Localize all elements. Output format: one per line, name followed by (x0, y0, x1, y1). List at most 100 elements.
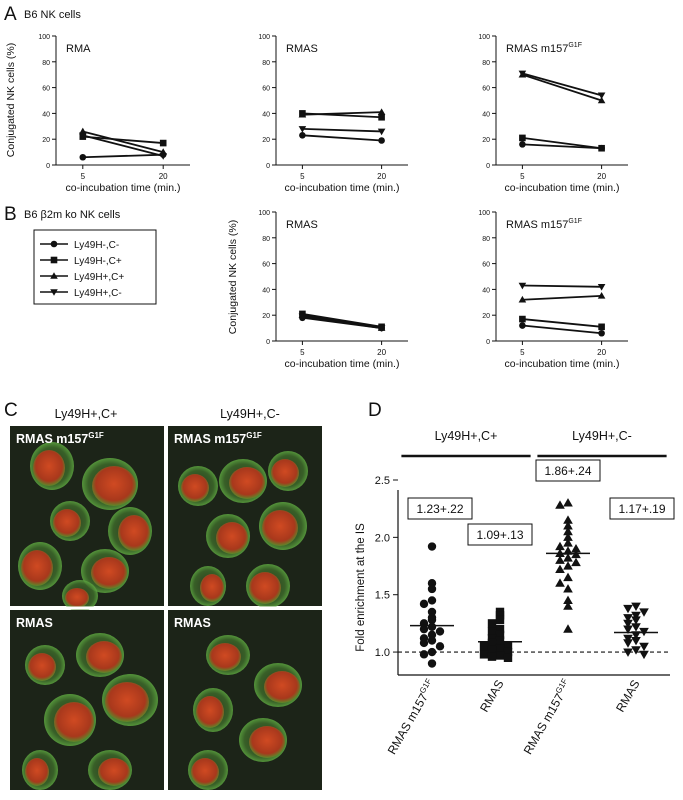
panel-a-header: B6 NK cells (24, 9, 81, 21)
target-cell (249, 572, 281, 604)
legend-label: Ly49H+,C- (74, 288, 122, 299)
y-tick-label: 1.5 (375, 590, 390, 602)
data-point (563, 553, 573, 562)
data-point (495, 611, 505, 620)
micro-col-label-1: Ly49H+,C+ (55, 407, 118, 421)
data-point (597, 92, 606, 100)
data-point (419, 624, 429, 634)
data-point (598, 323, 605, 331)
legend: Ly49H-,C- Ly49H-,C+ Ly49H+,C+ Ly49H+,C- (33, 229, 157, 305)
target-cell (25, 758, 49, 786)
series-3 (79, 127, 167, 155)
legend-marker-triangle-down (50, 289, 58, 296)
panel-letter-b: B (4, 204, 17, 225)
series-line (82, 134, 164, 157)
data-point (555, 555, 565, 564)
chart-title: RMAS (286, 219, 318, 231)
y-tick-label: 20 (482, 313, 490, 320)
y-tick-label: 80 (482, 236, 490, 243)
legend-marker-square (50, 256, 58, 264)
series-line (522, 294, 602, 301)
x-axis-label: co-incubation time (min.) (505, 358, 620, 370)
data-point (518, 70, 527, 78)
panel-b-header: B6 β2m ko NK cells (24, 209, 121, 221)
data-point (623, 604, 633, 614)
x-tick-label: RMAS m157G1F (384, 677, 439, 757)
x-tick-label: 20 (377, 172, 386, 181)
micrograph-tile-2: RMAS m157G1F (168, 426, 322, 608)
chart-d-fold-enrichment: 1.0 1.5 2.0 2.5 Fold enrichment at the IS Ly4… (355, 429, 675, 757)
y-tick-label: 100 (478, 34, 490, 41)
y-tick-label: 0 (266, 163, 270, 170)
x-tick-label-sup: G1F (554, 677, 570, 695)
data-point (378, 113, 385, 121)
chart-title-sup: G1F (568, 218, 582, 225)
y-tick-label: 80 (42, 60, 50, 67)
data-point (571, 543, 581, 553)
data-point (427, 659, 437, 668)
data-point (377, 128, 386, 136)
data-point (419, 599, 429, 609)
panel-letter-c: C (4, 400, 18, 421)
chart-title: RMAS m157G1F (506, 42, 582, 55)
data-point (631, 611, 641, 621)
data-point (631, 623, 641, 632)
data-point (555, 500, 565, 509)
data-point (563, 498, 573, 507)
mean-annotation-box (407, 497, 473, 520)
data-point (79, 132, 87, 140)
data-point (623, 619, 633, 629)
y-tick-label: 100 (478, 210, 490, 217)
series-line (522, 318, 602, 328)
series-line (82, 130, 164, 153)
data-point (487, 627, 497, 636)
data-point (487, 645, 497, 654)
target-cell (65, 588, 89, 608)
data-point (503, 640, 513, 650)
scatter-column-1 (410, 542, 454, 668)
y-tick-label: 0 (46, 163, 50, 170)
data-point (631, 646, 641, 655)
panel-letter-d: D (368, 400, 382, 421)
x-axis-label: co-incubation time (min.) (66, 182, 181, 194)
target-cell (229, 467, 265, 499)
legend-label: Ly49H-,C- (74, 240, 119, 251)
micrograph-tile-1: RMAS m157G1F (10, 426, 164, 612)
data-point (631, 602, 641, 612)
y-tick-label: 2.0 (375, 532, 390, 544)
group-label: Ly49H+,C+ (435, 429, 498, 443)
target-cell (118, 515, 150, 551)
data-point (563, 561, 573, 570)
data-point (563, 595, 573, 605)
data-point (427, 596, 437, 605)
data-point (563, 584, 573, 593)
data-point (495, 624, 505, 634)
y-tick-label: 80 (262, 236, 270, 243)
mean-annotation: 1.17+.19 (618, 502, 665, 516)
x-tick-label: 20 (159, 172, 168, 181)
target-cell (191, 758, 219, 786)
mean-annotation: 1.23+.22 (416, 502, 463, 516)
x-tick-label: RMAS (477, 678, 506, 715)
y-tick-label: 20 (42, 137, 50, 144)
panel-letter-a: A (4, 4, 17, 25)
data-point (495, 615, 505, 625)
data-point (298, 126, 307, 133)
target-cell (249, 726, 285, 758)
legend-label: Ly49H+,C+ (74, 272, 124, 283)
y-tick-label: 20 (482, 137, 490, 144)
y-tick-label: 20 (262, 313, 270, 320)
data-point (435, 642, 445, 651)
micrograph-tile-4: RMAS (168, 610, 322, 790)
data-point (563, 538, 573, 547)
series-line (522, 284, 602, 288)
data-point (631, 616, 641, 625)
y-tick-label: 40 (482, 111, 490, 118)
data-point (597, 284, 606, 291)
y-tick-label: 100 (258, 210, 270, 217)
target-cell (91, 557, 127, 589)
